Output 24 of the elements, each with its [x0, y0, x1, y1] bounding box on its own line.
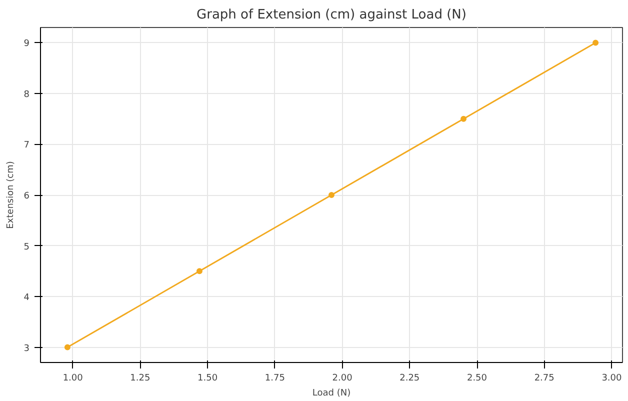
x-tick-label: 1.00 — [62, 374, 84, 384]
y-tick-label: 6 — [24, 192, 30, 202]
x-axis-title: Load (N) — [312, 388, 351, 398]
y-tick-label: 5 — [24, 242, 30, 252]
point — [196, 268, 202, 274]
y-tick-label: 8 — [24, 90, 30, 100]
point — [460, 116, 467, 122]
point — [592, 40, 599, 46]
point — [328, 192, 334, 198]
x-tick-label: 1.25 — [130, 374, 150, 384]
y-tick-label: 9 — [24, 39, 30, 50]
x-tick-label: 2.25 — [400, 374, 420, 384]
y-tick-label: 4 — [24, 293, 30, 304]
x-tick-label: 2.75 — [534, 374, 554, 384]
x-tick-label: 2.50 — [466, 374, 488, 384]
x-tick-label: 3.00 — [602, 374, 622, 384]
y-tick-label: 3 — [24, 344, 30, 354]
x-tick-label: 1.50 — [198, 374, 218, 384]
x-tick-label: 2.00 — [332, 374, 353, 384]
y-tick-label: 7 — [24, 140, 30, 151]
chart-title: Graph of Extension (cm) against Load (N) — [196, 8, 466, 22]
x-tick-label: 1.75 — [264, 374, 285, 384]
y-axis-title: Extension (cm) — [6, 161, 16, 229]
point — [64, 344, 70, 350]
